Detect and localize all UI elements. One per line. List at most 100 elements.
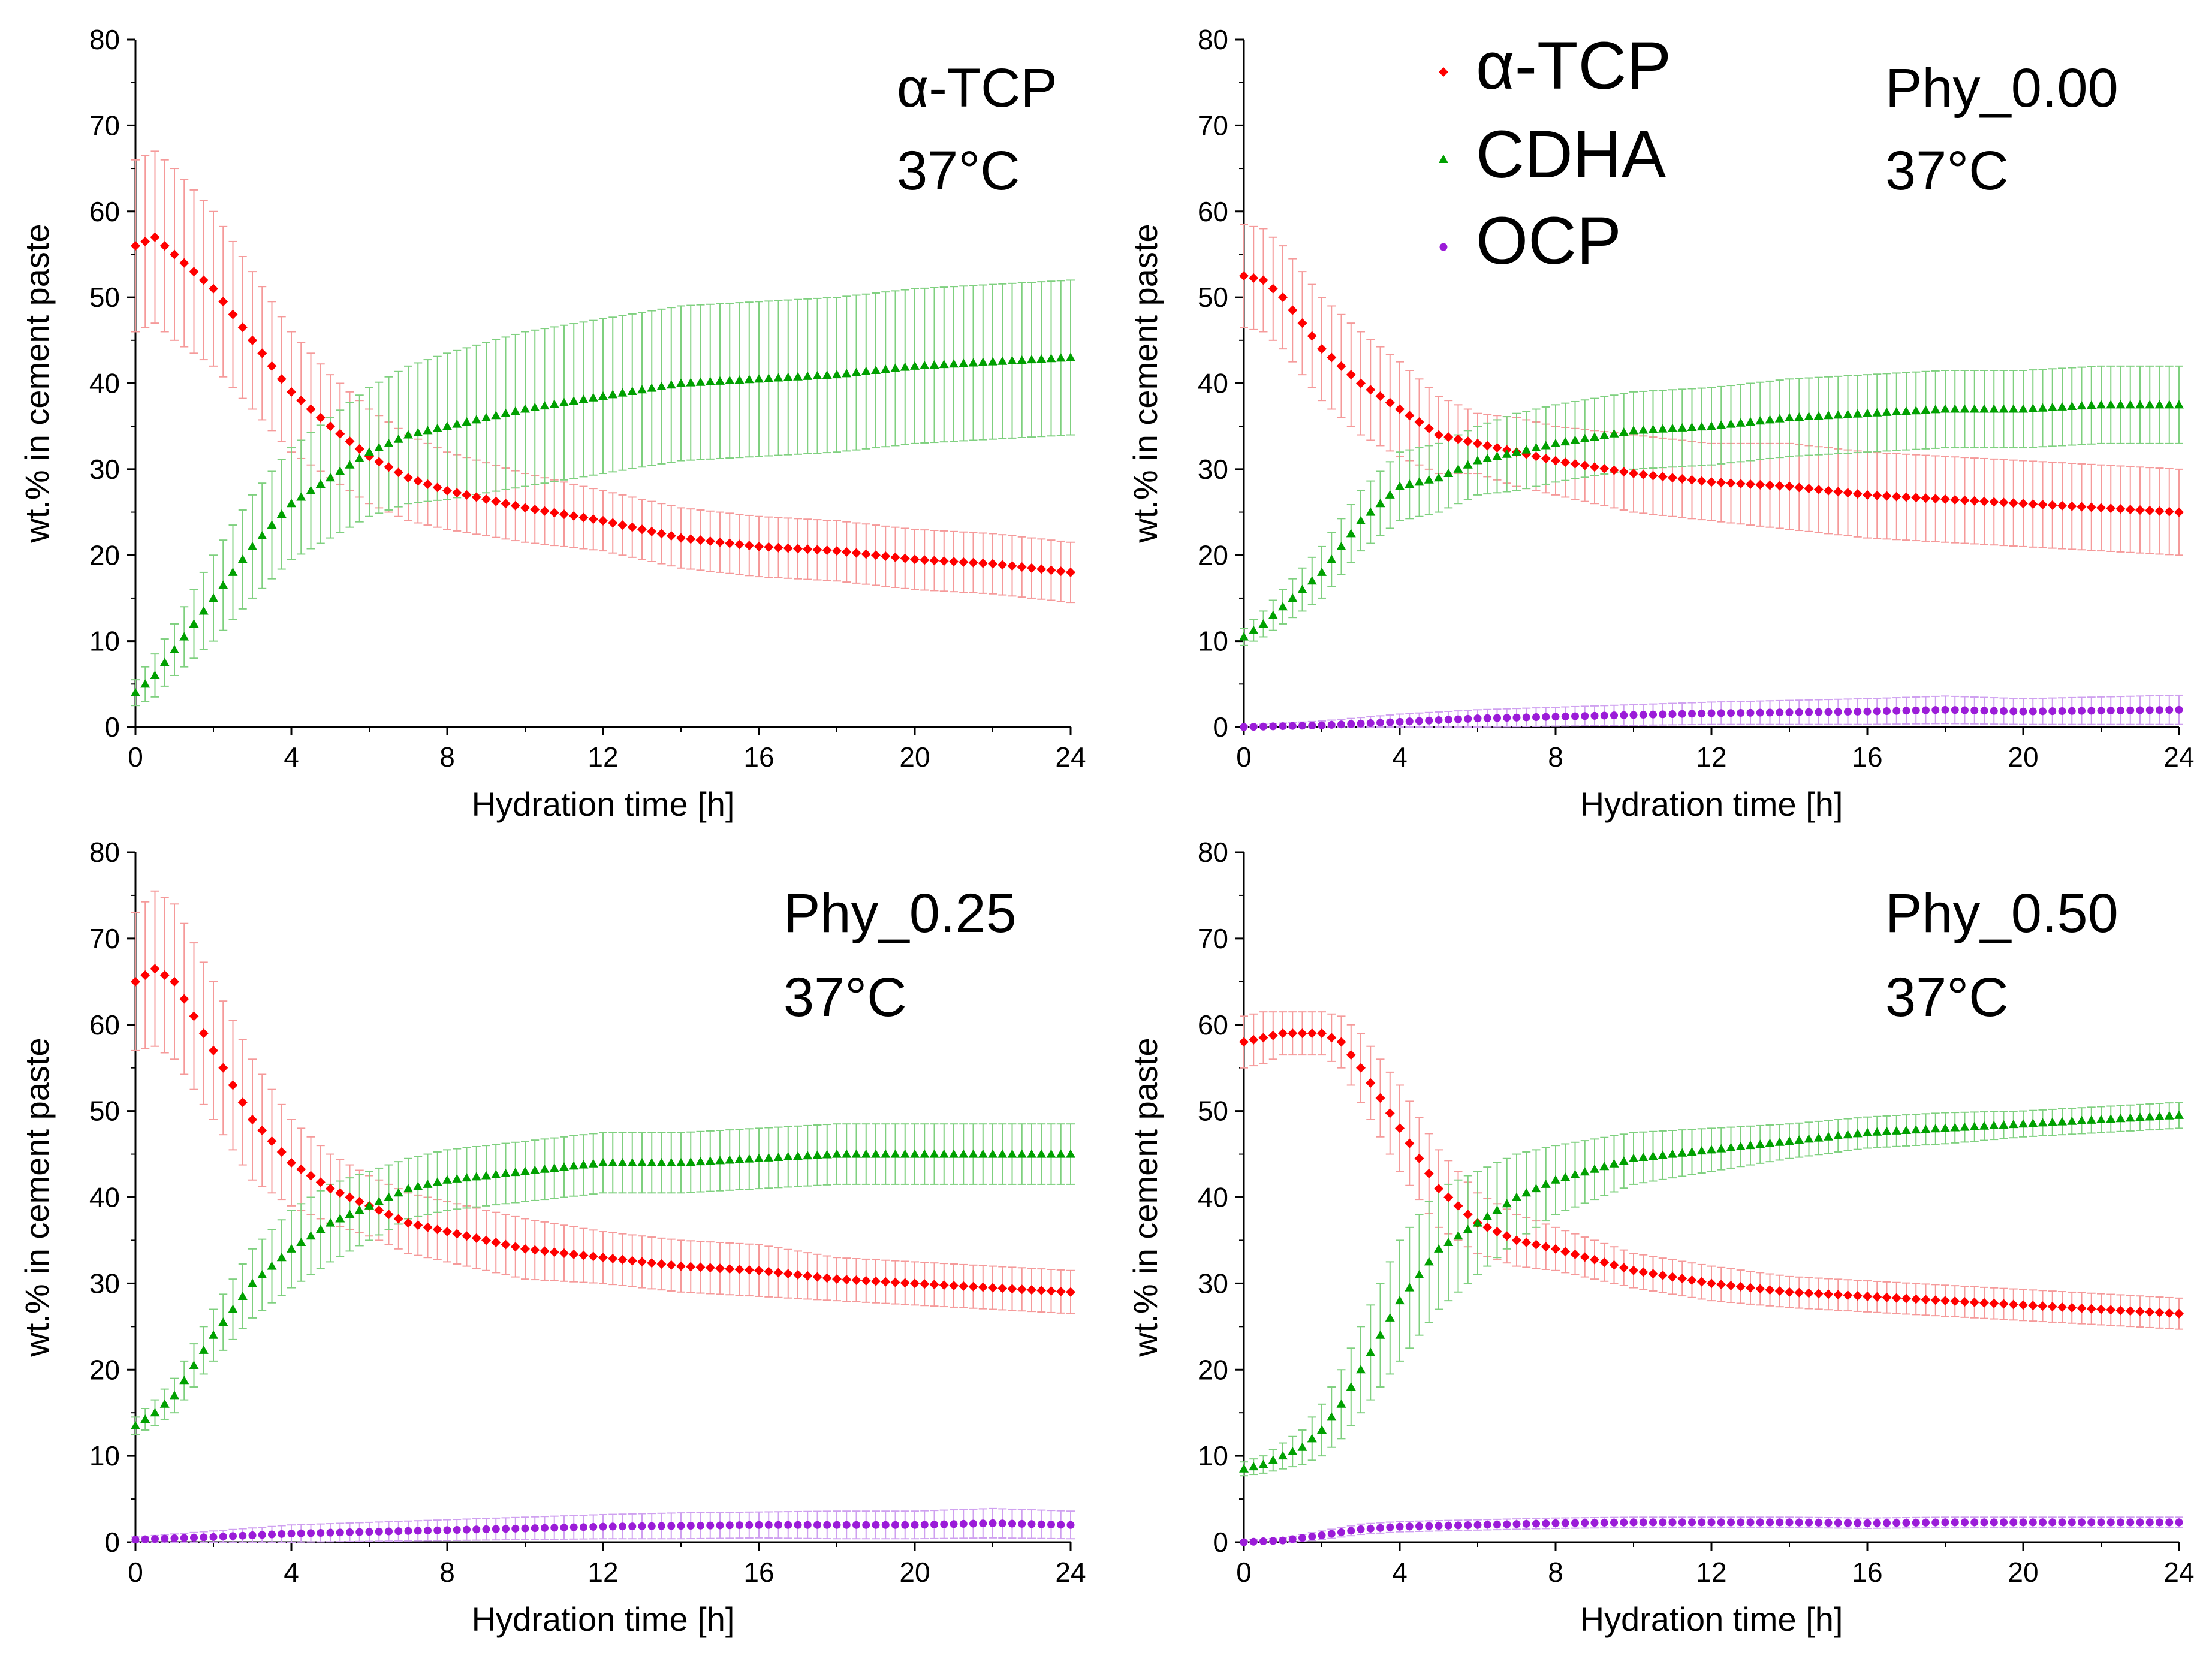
cdha-point [1813,411,1824,420]
cdha-point [2135,400,2145,409]
atcp-point [744,541,754,551]
atcp-point [520,1244,530,1254]
ocp-point [1425,1522,1433,1530]
panel-phy000: 0 10 20 30 40 50 60 70 80 0 4 8 12 16 20 24 Hydration ti… [1126,24,2195,823]
atcp-point [968,557,978,568]
ocp-point [2068,1518,2076,1527]
atcp-point [1950,494,1960,505]
cdha-point [209,593,218,602]
atcp-point [1066,1287,1075,1297]
atcp-point [949,1280,959,1290]
atcp-point [1813,1289,1824,1299]
cdha-point [569,1161,579,1170]
atcp-point [296,396,306,406]
atcp-point [228,1080,238,1090]
atcp-point [959,1281,969,1291]
ocp-point [667,1522,676,1530]
ocp-point [1795,1518,1803,1527]
ocp-point [599,1522,607,1531]
ocp-point [677,1522,685,1530]
ocp-point [2048,707,2057,716]
cdha-point [140,1414,150,1423]
cdha-point [1056,1149,1066,1158]
cdha-point [1716,420,1726,429]
atcp-point [1502,1231,1512,1241]
cdha-point [1356,515,1366,524]
cdha-point [988,1149,997,1158]
ocp-point [1629,1518,1638,1527]
cdha-point [1629,426,1638,435]
cdha-point [248,541,257,550]
atcp-point [1921,1295,1931,1305]
ocp-point [2126,1518,2135,1527]
atcp-point [1755,1284,1765,1294]
atcp-point [1278,1028,1288,1039]
atcp-point [832,1274,842,1284]
y-axis-title: wt.% in cement paste [18,1037,56,1357]
panel-title: α-TCP [897,58,1057,119]
cdha-point [2154,1111,2165,1120]
ocp-point [2029,707,2037,716]
cdha-point [1473,456,1482,465]
x-axis-title: Hydration time [h] [1580,1600,1843,1638]
cdha-point [861,1149,871,1158]
ocp-point [209,1533,218,1541]
ocp-point [1551,713,1560,721]
cdha-point [1502,449,1512,458]
ocp-point [950,1520,958,1528]
cdha-point [520,1166,530,1175]
atcp-point [1307,331,1317,341]
y-tick-label: 70 [89,110,120,141]
atcp-point [1531,1239,1541,1250]
cdha-point [1307,576,1317,585]
atcp-point [871,550,881,560]
atcp-point [1843,1290,1853,1301]
atcp-point [2028,499,2038,509]
ocp-point [1883,707,1891,715]
atcp-point [1989,497,1999,507]
atcp-point [588,1251,598,1262]
cdha-point [1891,1126,1901,1135]
y-tick-label: 70 [89,923,120,954]
ocp-point [2000,707,2008,715]
ocp-point [1483,1521,1491,1529]
ocp-point [1288,722,1297,730]
cdha-point [1327,554,1337,563]
atcp-point [1668,473,1677,483]
atcp-point [1696,476,1707,486]
atcp-point [1813,484,1824,494]
cdha-point [832,1149,842,1158]
ocp-point [1941,705,1949,714]
ocp-point [1776,708,1784,717]
y-tick-label: 20 [1198,539,1228,571]
ocp-point [1922,1518,1930,1527]
ocp-point [2156,706,2163,714]
atcp-point [1027,563,1036,573]
ocp-point [336,1528,344,1537]
atcp-point [1677,474,1687,484]
cdha-point [540,401,550,410]
cdha-point [968,1149,978,1158]
cdha-point [1560,1172,1571,1181]
panel-title: Phy_0.50 [1885,883,2118,944]
ocp-point [2165,1518,2174,1527]
ocp-point [414,1527,422,1535]
atcp-point [666,1260,676,1270]
cdha-point [1765,1138,1775,1147]
atcp-point [627,522,637,532]
ocp-point [200,1533,208,1542]
cdha-point [1658,1150,1668,1159]
atcp-point [2145,505,2155,515]
atcp-point [1512,1235,1521,1245]
ocp-point [1269,1537,1277,1545]
data-points [131,232,1075,696]
atcp-point [1999,1299,2009,1309]
cdha-point [656,1157,667,1166]
atcp-point [1434,430,1443,440]
atcp-point [2174,507,2184,517]
ocp-point [2087,1518,2096,1527]
atcp-point [306,404,316,414]
atcp-point [442,485,452,496]
atcp-point [159,970,170,981]
ocp-point [161,1534,169,1543]
